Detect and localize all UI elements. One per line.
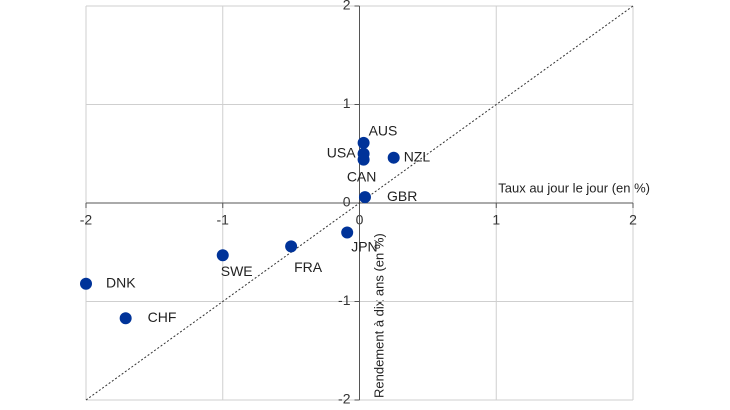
point-label: FRA bbox=[294, 259, 323, 275]
point bbox=[358, 191, 371, 204]
point bbox=[341, 226, 354, 239]
point bbox=[119, 312, 132, 325]
y-tick-label: 0 bbox=[343, 194, 351, 210]
point bbox=[80, 277, 92, 290]
point bbox=[357, 153, 370, 166]
point-label: SWE bbox=[221, 263, 253, 279]
point-label: NZL bbox=[404, 148, 431, 164]
x-tick-label: -2 bbox=[80, 212, 93, 228]
point-label: CHF bbox=[148, 309, 177, 325]
y-tick-label: -2 bbox=[338, 391, 351, 407]
point bbox=[285, 240, 298, 253]
y-tick-label: 2 bbox=[343, 0, 351, 13]
point bbox=[357, 136, 370, 149]
point-label: DNK bbox=[106, 274, 136, 290]
point-label: GBR bbox=[387, 188, 417, 204]
x-tick-label: 1 bbox=[492, 212, 500, 228]
y-tick-label: -1 bbox=[338, 292, 351, 308]
point bbox=[387, 151, 400, 164]
diagonal bbox=[85, 5, 634, 401]
point bbox=[216, 249, 229, 262]
x-tick-label: -1 bbox=[217, 212, 230, 228]
point-label: JPN bbox=[351, 238, 377, 254]
x-axis-label: Taux au jour le jour (en %) bbox=[498, 180, 650, 195]
point-label: AUS bbox=[369, 123, 398, 139]
y-axis-label: Rendement à dix ans (en %) bbox=[371, 233, 386, 398]
x-tick-label: 2 bbox=[629, 212, 637, 228]
y-tick-label: 1 bbox=[343, 95, 351, 111]
point-label: USA bbox=[327, 144, 356, 160]
point-label: CAN bbox=[347, 168, 377, 184]
